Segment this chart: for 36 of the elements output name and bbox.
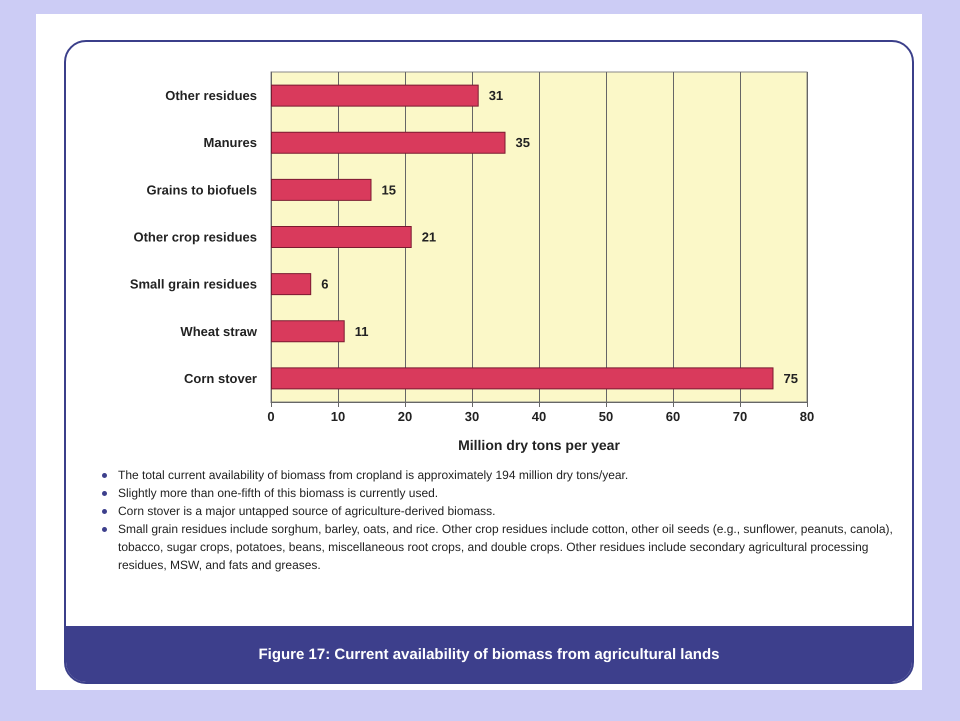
bar xyxy=(271,132,506,154)
y-tick-label: Small grain residues xyxy=(130,276,257,292)
x-tick-label: 50 xyxy=(598,409,614,424)
bar xyxy=(271,178,372,201)
x-tick-label: 60 xyxy=(666,409,680,424)
data-label: 11 xyxy=(354,324,368,339)
bar xyxy=(271,273,312,296)
data-label: 6 xyxy=(321,276,328,292)
y-tick-label: Grains to biofuels xyxy=(146,182,257,198)
y-tick-label: Manures xyxy=(204,135,257,150)
bar xyxy=(271,226,412,248)
y-tick-label: Corn stover xyxy=(184,370,257,386)
bar xyxy=(271,320,345,342)
data-label: 31 xyxy=(488,88,504,104)
x-tick-label: 20 xyxy=(398,409,412,424)
bar xyxy=(271,367,774,390)
x-tick-label: 0 xyxy=(267,409,275,424)
y-tick-label: Other crop residues xyxy=(133,230,257,244)
text: Small grain residues include sorghum, barley, oats, and rice. Other crop residues include cotton, other oil seeds (e.g., sunflower, peanuts, canola), tobacco, sugar crops, potatoes, beans, miscellaneous root crops, and double crops. Other residues include secondary agricultural processing residues, MSW, and fats and greases. xyxy=(118,521,894,574)
text: The total current availability of biomass from cropland is approximately 194 million dry tons/year. xyxy=(118,467,630,484)
x-tick-label: 70 xyxy=(732,409,748,424)
x-tick-label: 80 xyxy=(800,409,814,424)
y-tick-label: Wheat straw xyxy=(180,324,258,339)
y-tick-label: Other residues xyxy=(165,88,257,104)
x-axis-title: Million dry tons per year xyxy=(458,437,620,453)
data-label: 75 xyxy=(784,370,798,386)
x-tick-label: 40 xyxy=(532,409,546,424)
data-label: 21 xyxy=(422,230,436,244)
x-tick-label: 10 xyxy=(330,409,346,424)
data-label: 15 xyxy=(382,182,396,198)
data-label: 35 xyxy=(516,135,530,150)
text: Corn stover is a major untapped source of agriculture-derived biomass. xyxy=(118,503,497,520)
text: Figure 17: Current availability of biomass from agricultural lands xyxy=(66,626,912,682)
bar xyxy=(271,84,479,107)
text: Slightly more than one-fifth of this biomass is currently used. xyxy=(118,485,440,502)
x-tick-label: 30 xyxy=(464,409,480,424)
